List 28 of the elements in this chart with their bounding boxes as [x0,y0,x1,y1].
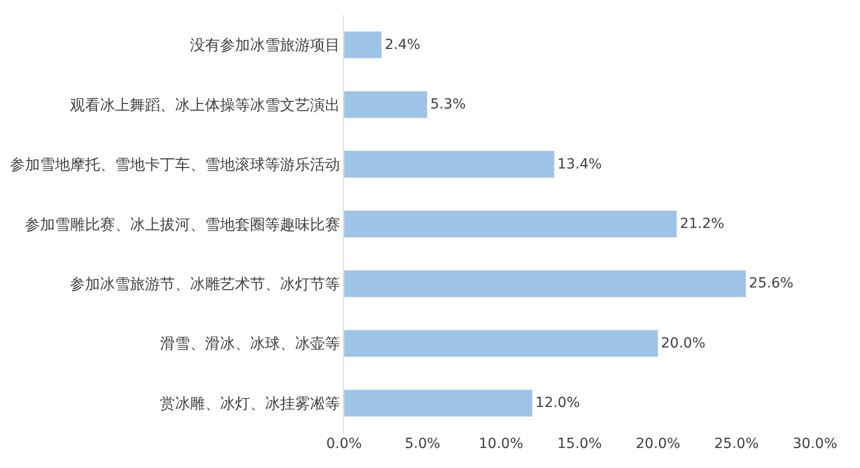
x-tick-label: 20.0% [636,436,680,452]
y-tick-label: 参加冰雪旅游节、冰雕艺术节、冰灯节等 [70,274,340,293]
data-label: 5.3% [430,96,466,113]
x-tick-label: 5.0% [404,436,440,452]
data-label: 12.0% [535,395,580,412]
data-label: 21.2% [680,216,724,232]
bar [344,150,555,178]
bar [344,210,678,238]
x-tick-label: 15.0% [557,436,602,452]
bar [344,31,382,59]
y-tick-label: 滑雪、滑冰、冰球、冰壶等 [160,334,340,353]
data-label: 2.4% [384,36,420,53]
y-tick-label: 参加雪雕比赛、冰上拔河、雪地套圈等趣味比赛 [25,215,340,234]
bar [344,90,428,118]
data-label: 25.6% [748,276,794,292]
y-tick-label: 没有参加冰雪旅游项目 [190,36,340,54]
bar [344,389,533,417]
data-label: 13.4% [557,156,602,172]
bar [344,330,658,358]
data-label: 20.0% [661,335,706,352]
x-tick-label: 0.0% [326,436,362,452]
y-tick-label: 观看冰上舞蹈、冰上体操等冰雪文艺演出 [70,96,340,114]
bar [344,270,746,298]
y-tick-label: 赏冰雕、冰灯、冰挂雾凇等 [160,394,340,412]
y-tick-label: 参加雪地摩托、雪地卡丁车、雪地滚球等游乐活动 [10,156,340,174]
x-tick-label: 25.0% [714,436,759,452]
x-tick-label: 30.0% [792,436,838,452]
x-tick-label: 10.0% [478,436,524,452]
